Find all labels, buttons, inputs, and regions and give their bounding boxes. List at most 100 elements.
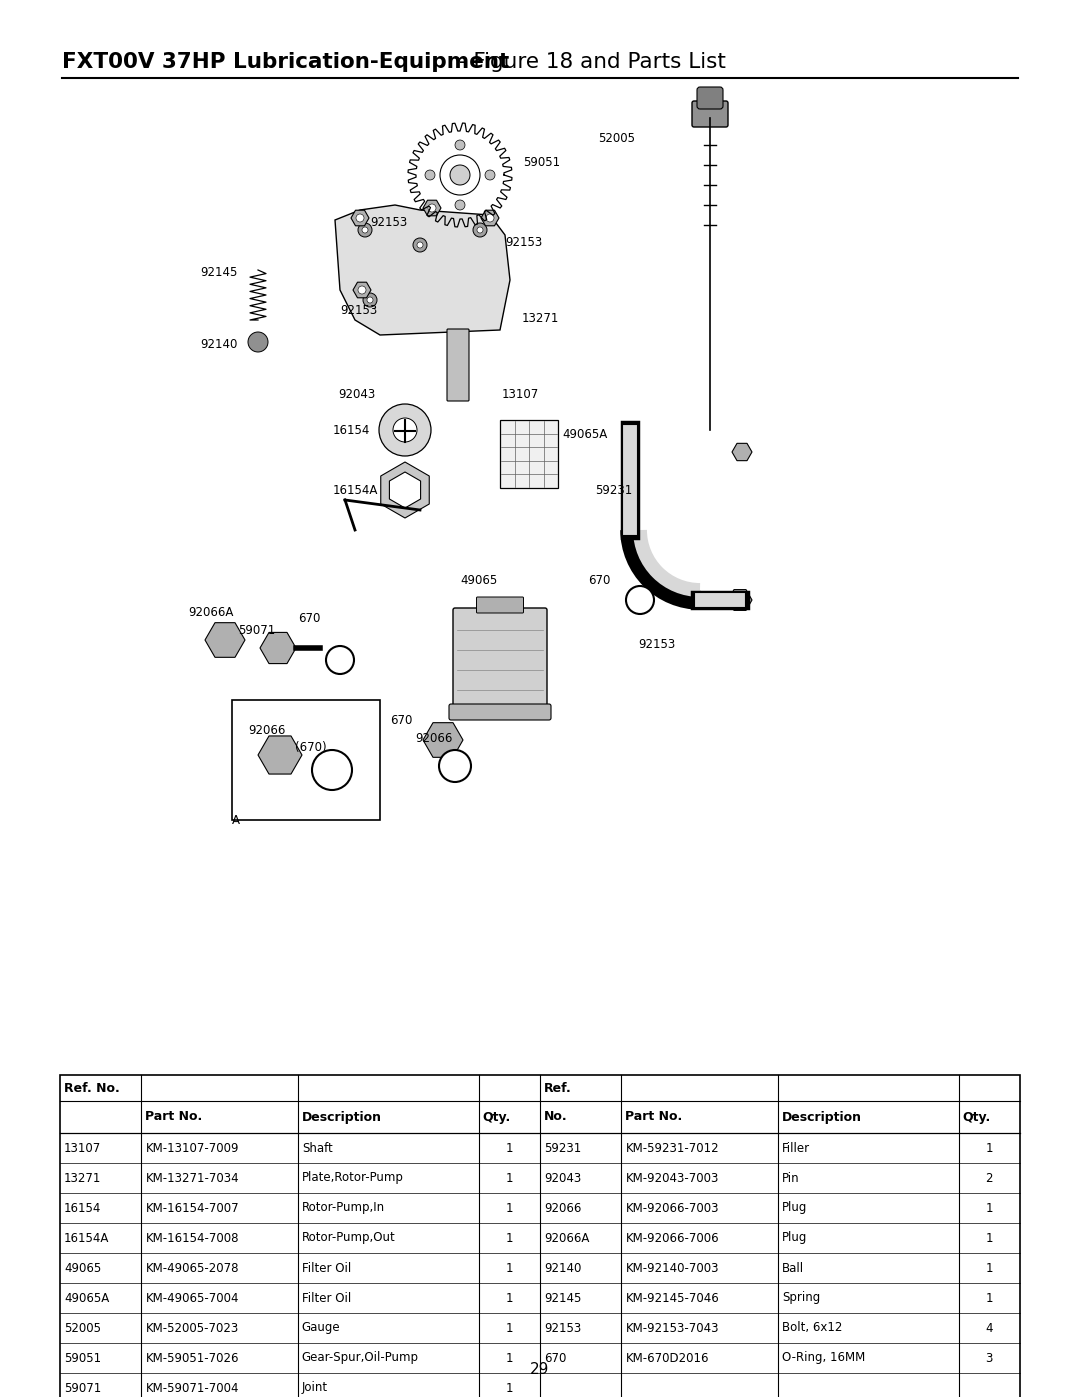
- Text: 1: 1: [505, 1141, 513, 1154]
- Text: Shaft: Shaft: [301, 1141, 333, 1154]
- Text: KM-49065-7004: KM-49065-7004: [146, 1291, 239, 1305]
- Circle shape: [428, 204, 436, 212]
- Text: 59231: 59231: [544, 1141, 581, 1154]
- Text: 1: 1: [505, 1322, 513, 1334]
- Circle shape: [477, 226, 483, 233]
- Polygon shape: [258, 736, 302, 774]
- Text: 52005: 52005: [598, 131, 635, 144]
- FancyBboxPatch shape: [476, 597, 524, 613]
- Text: 16154: 16154: [333, 423, 370, 436]
- Text: KM-13271-7034: KM-13271-7034: [146, 1172, 239, 1185]
- Polygon shape: [260, 633, 296, 664]
- Text: 670: 670: [588, 574, 610, 587]
- Text: Gear-Spur,Oil-Pump: Gear-Spur,Oil-Pump: [301, 1351, 419, 1365]
- Circle shape: [357, 286, 366, 293]
- Text: 2: 2: [986, 1172, 993, 1185]
- Text: Joint: Joint: [301, 1382, 328, 1394]
- Text: 1: 1: [505, 1351, 513, 1365]
- Text: 1: 1: [505, 1172, 513, 1185]
- Circle shape: [356, 214, 364, 222]
- Circle shape: [455, 200, 465, 210]
- Text: Filter Oil: Filter Oil: [301, 1291, 351, 1305]
- Text: 49065A: 49065A: [562, 429, 607, 441]
- Bar: [232, 700, 380, 820]
- Polygon shape: [353, 282, 372, 298]
- Text: 4: 4: [986, 1322, 993, 1334]
- Text: 59071: 59071: [64, 1382, 102, 1394]
- Circle shape: [626, 585, 654, 615]
- FancyBboxPatch shape: [449, 704, 551, 719]
- Text: 92066: 92066: [544, 1201, 581, 1214]
- Text: KM-13107-7009: KM-13107-7009: [146, 1141, 239, 1154]
- Circle shape: [440, 155, 480, 196]
- FancyBboxPatch shape: [447, 330, 469, 401]
- FancyBboxPatch shape: [697, 87, 723, 109]
- Text: Description: Description: [301, 1111, 381, 1123]
- Text: KM-92066-7006: KM-92066-7006: [625, 1232, 719, 1245]
- Text: Bolt, 6x12: Bolt, 6x12: [782, 1322, 842, 1334]
- Text: 670: 670: [298, 612, 321, 624]
- Polygon shape: [423, 722, 463, 757]
- Text: KM-59071-7004: KM-59071-7004: [146, 1382, 239, 1394]
- Text: 92145: 92145: [200, 265, 238, 278]
- Text: 1: 1: [986, 1291, 993, 1305]
- Circle shape: [363, 293, 377, 307]
- Text: 92043: 92043: [544, 1172, 581, 1185]
- Text: KM-52005-7023: KM-52005-7023: [146, 1322, 239, 1334]
- Text: No.: No.: [544, 1111, 568, 1123]
- Text: KM-92153-7043: KM-92153-7043: [625, 1322, 719, 1334]
- Text: Filter Oil: Filter Oil: [301, 1261, 351, 1274]
- Text: Qty.: Qty.: [483, 1111, 511, 1123]
- Circle shape: [413, 237, 427, 251]
- Text: 1: 1: [986, 1201, 993, 1214]
- Text: 1: 1: [505, 1261, 513, 1274]
- Text: 1: 1: [505, 1232, 513, 1245]
- Text: Ref.: Ref.: [544, 1081, 571, 1094]
- Text: 92153: 92153: [544, 1322, 581, 1334]
- Circle shape: [473, 224, 487, 237]
- Text: Plug: Plug: [782, 1232, 807, 1245]
- Text: 59231: 59231: [595, 483, 632, 496]
- Text: 13271: 13271: [64, 1172, 102, 1185]
- Text: Description: Description: [782, 1111, 862, 1123]
- Circle shape: [438, 750, 471, 782]
- Text: 1: 1: [986, 1232, 993, 1245]
- Text: Filler: Filler: [782, 1141, 810, 1154]
- Polygon shape: [381, 462, 429, 518]
- Circle shape: [486, 214, 494, 222]
- Text: Plate,Rotor-Pump: Plate,Rotor-Pump: [301, 1172, 404, 1185]
- Text: 16154A: 16154A: [64, 1232, 109, 1245]
- Text: 92066: 92066: [415, 732, 453, 745]
- Text: 59071: 59071: [238, 623, 275, 637]
- Circle shape: [417, 242, 423, 249]
- Bar: [60, 1076, 1020, 1397]
- Text: 92066A: 92066A: [544, 1232, 590, 1245]
- Text: 1: 1: [986, 1141, 993, 1154]
- Text: KM-92140-7003: KM-92140-7003: [625, 1261, 719, 1274]
- Polygon shape: [423, 200, 441, 215]
- Text: Rotor-Pump,Out: Rotor-Pump,Out: [301, 1232, 395, 1245]
- Text: 92043: 92043: [338, 388, 375, 401]
- Text: Ball: Ball: [782, 1261, 804, 1274]
- Circle shape: [450, 165, 470, 184]
- Text: 49065: 49065: [64, 1261, 102, 1274]
- Text: Plug: Plug: [782, 1201, 807, 1214]
- Text: Rotor-Pump,In: Rotor-Pump,In: [301, 1201, 384, 1214]
- Text: 92145: 92145: [544, 1291, 581, 1305]
- Polygon shape: [481, 210, 499, 226]
- Text: 92140: 92140: [544, 1261, 581, 1274]
- Circle shape: [393, 418, 417, 441]
- Bar: [500, 420, 558, 488]
- Text: KM-92066-7003: KM-92066-7003: [625, 1201, 719, 1214]
- Text: 29: 29: [530, 1362, 550, 1377]
- Text: Pin: Pin: [782, 1172, 799, 1185]
- Text: Part No.: Part No.: [625, 1111, 683, 1123]
- Polygon shape: [335, 205, 510, 335]
- Text: 59051: 59051: [64, 1351, 102, 1365]
- Polygon shape: [390, 472, 420, 509]
- Text: KM-59051-7026: KM-59051-7026: [146, 1351, 239, 1365]
- Text: 59051: 59051: [523, 156, 561, 169]
- Polygon shape: [728, 590, 752, 610]
- Circle shape: [312, 750, 352, 789]
- Text: 92140: 92140: [200, 338, 238, 351]
